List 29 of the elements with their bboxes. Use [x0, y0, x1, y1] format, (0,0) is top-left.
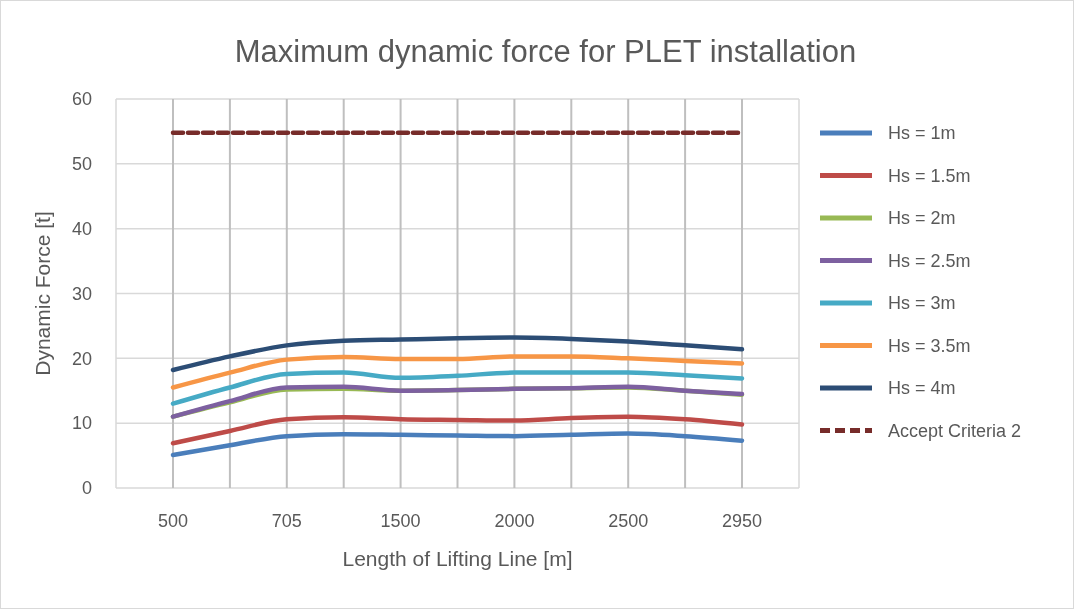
line-series — [170, 431, 745, 458]
x-tick-label: 500 — [157, 511, 189, 532]
chart-title: Maximum dynamic force for PLET installation — [234, 34, 857, 69]
x-tick-label: 2950 — [721, 511, 763, 532]
y-tick-label: 60 — [71, 89, 92, 110]
y-tick-label: 20 — [71, 348, 92, 369]
y-axis-title: Dynamic Force [t] — [31, 211, 54, 376]
line-series — [170, 354, 745, 390]
y-tick-label: 40 — [71, 218, 92, 239]
legend-label: Hs = 2.5m — [888, 250, 971, 271]
legend-label: Hs = 2m — [888, 208, 956, 229]
legend-label: Hs = 3.5m — [888, 335, 971, 356]
legend-label: Hs = 4m — [888, 378, 956, 399]
x-tick-label: 1500 — [380, 511, 421, 532]
y-tick-label: 30 — [71, 283, 92, 304]
y-tick-label: 0 — [81, 478, 92, 499]
legend-label: Hs = 1.5m — [888, 165, 971, 186]
legend-label: Hs = 1m — [888, 123, 956, 144]
x-axis-title: Length of Lifting Line [m] — [342, 547, 573, 570]
line-series — [170, 335, 745, 373]
x-tick-label: 705 — [271, 511, 302, 532]
y-tick-label: 10 — [71, 413, 92, 434]
x-tick-label: 2000 — [494, 511, 535, 532]
x-tick-label: 2500 — [608, 511, 649, 532]
line-series — [170, 414, 745, 446]
legend-label: Accept Criteria 2 — [888, 420, 1022, 441]
y-tick-label: 50 — [71, 154, 92, 175]
line-series — [170, 370, 745, 406]
legend-label: Hs = 3m — [888, 293, 956, 314]
